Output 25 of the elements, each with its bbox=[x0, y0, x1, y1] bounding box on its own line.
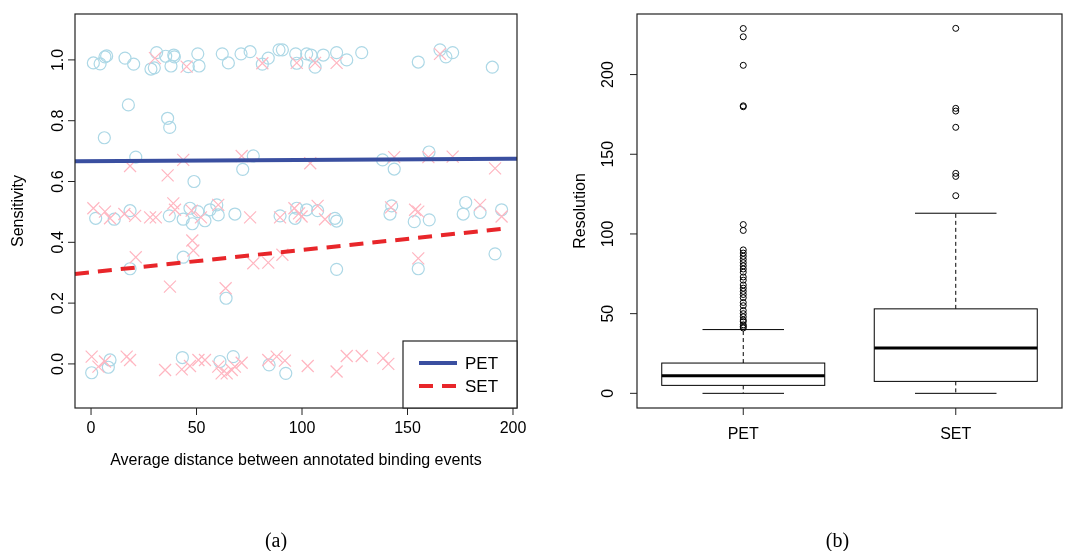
y-tick-label: 0 bbox=[599, 388, 616, 398]
x-tick-label: 0 bbox=[86, 419, 96, 436]
y-axis-title: Resolution bbox=[571, 173, 588, 249]
y-tick-label: 100 bbox=[599, 220, 616, 248]
y-tick-label: 0.2 bbox=[49, 291, 66, 315]
y-axis-title: Sensitivity bbox=[9, 174, 26, 248]
y-tick-label: 50 bbox=[599, 304, 616, 323]
y-tick-label: 0.8 bbox=[49, 109, 66, 132]
x-tick-label: SET bbox=[940, 425, 972, 442]
x-axis-title: Average distance between annotated binding events bbox=[110, 451, 482, 468]
y-tick-label: 150 bbox=[599, 140, 616, 168]
y-tick-label: 1.0 bbox=[49, 48, 66, 72]
text: (b) bbox=[825, 529, 850, 551]
y-tick-label: 0.0 bbox=[49, 352, 66, 376]
x-tick-label: 50 bbox=[187, 419, 206, 436]
x-tick-label: PET bbox=[727, 425, 760, 442]
y-tick-label: 200 bbox=[599, 61, 616, 88]
x-tick-label: 100 bbox=[288, 419, 316, 436]
legend-label: SET bbox=[465, 377, 499, 396]
legend-label: PET bbox=[465, 354, 499, 373]
x-tick-label: 150 bbox=[394, 419, 421, 436]
x-tick-label: 200 bbox=[499, 419, 527, 436]
y-tick-label: 0.6 bbox=[49, 170, 66, 193]
y-tick-label: 0.4 bbox=[49, 231, 66, 254]
text: (a) bbox=[264, 529, 288, 551]
